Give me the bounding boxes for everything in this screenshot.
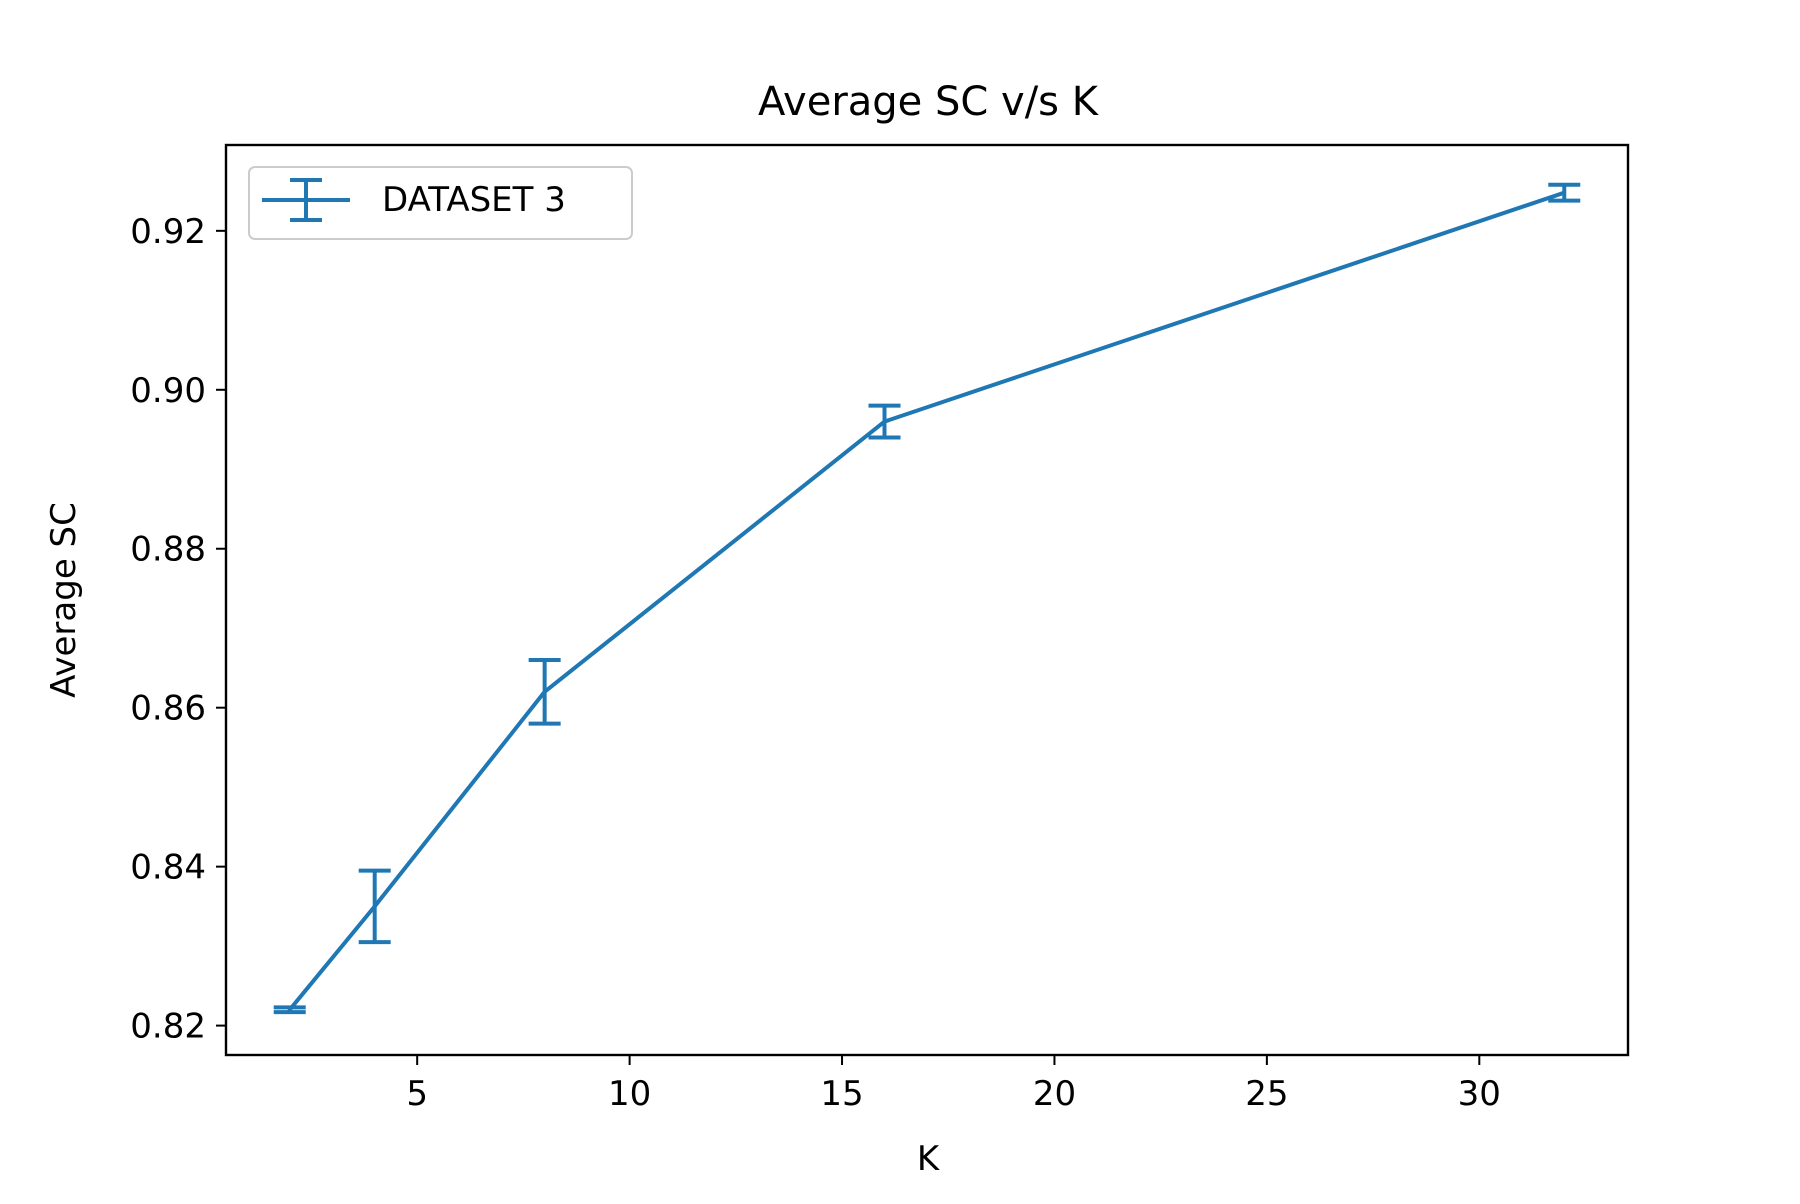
y-tick-label: 0.88 xyxy=(130,530,206,570)
error-bar xyxy=(1548,182,1581,203)
legend: DATASET 3 xyxy=(248,166,633,240)
x-tick-label: 20 xyxy=(1033,1074,1076,1114)
y-axis: 0.82 0.84 0.86 0.88 0.90 0.92 xyxy=(130,212,226,1047)
plot-area xyxy=(273,182,1581,1015)
error-bar xyxy=(273,1005,306,1015)
x-tick-label: 25 xyxy=(1245,1074,1288,1114)
x-tick-label: 30 xyxy=(1458,1074,1501,1114)
legend-box xyxy=(248,166,633,240)
y-tick-label: 0.82 xyxy=(130,1007,206,1047)
y-tick-label: 0.84 xyxy=(130,848,206,888)
x-axis-label: K xyxy=(917,1139,941,1179)
y-axis-label: Average SC xyxy=(44,502,84,698)
legend-entry-dataset-3: DATASET 3 xyxy=(382,180,566,220)
y-tick-label: 0.92 xyxy=(130,212,206,252)
x-tick-label: 5 xyxy=(406,1074,428,1114)
error-bar xyxy=(358,868,391,945)
axes-frame xyxy=(224,143,1630,1057)
legend-series-marker xyxy=(262,178,350,222)
chart-title: Average SC v/s K xyxy=(758,79,1100,125)
error-bar xyxy=(868,403,901,440)
error-bar xyxy=(528,658,561,726)
x-axis: 5 10 15 20 25 30 xyxy=(406,1055,1501,1114)
y-tick-label: 0.86 xyxy=(130,689,206,729)
y-tick-label: 0.90 xyxy=(130,371,206,411)
x-tick-label: 10 xyxy=(608,1074,651,1114)
x-tick-label: 15 xyxy=(820,1074,863,1114)
